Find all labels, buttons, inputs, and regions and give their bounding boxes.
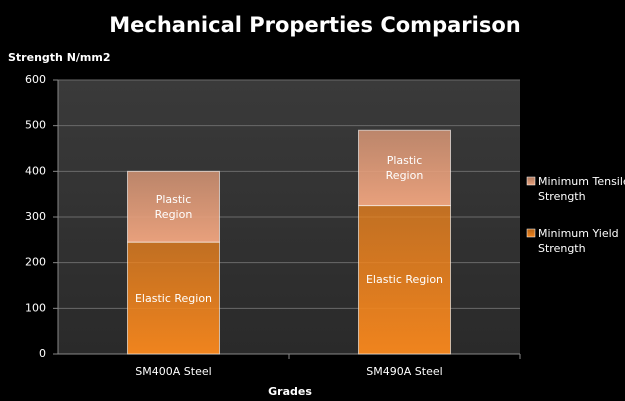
y-tick-label: 0 xyxy=(39,347,46,360)
chart-title: Mechanical Properties Comparison xyxy=(109,13,520,37)
x-tick-label: SM400A Steel xyxy=(135,365,211,378)
y-tick-label: 600 xyxy=(25,73,46,86)
y-tick-label: 400 xyxy=(25,164,46,177)
bar-segment xyxy=(127,170,220,243)
x-axis-title: Grades xyxy=(268,385,312,398)
bar-segment xyxy=(127,241,220,355)
bar-segment xyxy=(358,129,451,207)
y-tick-label: 300 xyxy=(25,210,46,223)
bar-segment xyxy=(358,205,451,355)
x-tick-label: SM490A Steel xyxy=(366,365,442,378)
legend-label: Minimum Yield Strength xyxy=(538,227,619,255)
y-tick-label: 500 xyxy=(25,119,46,132)
legend-swatch xyxy=(526,228,536,238)
segment-label: Plastic Region xyxy=(385,153,424,182)
segment-label: Plastic Region xyxy=(154,192,193,221)
y-tick-label: 100 xyxy=(25,301,46,314)
y-tick-label: 200 xyxy=(25,256,46,269)
segment-label: Elastic Region xyxy=(134,291,213,305)
y-axis-title: Strength N/mm2 xyxy=(8,51,111,64)
legend-swatch xyxy=(526,176,536,186)
legend-label: Minimum Tensile Strength xyxy=(538,175,625,203)
segment-label: Elastic Region xyxy=(365,273,444,287)
